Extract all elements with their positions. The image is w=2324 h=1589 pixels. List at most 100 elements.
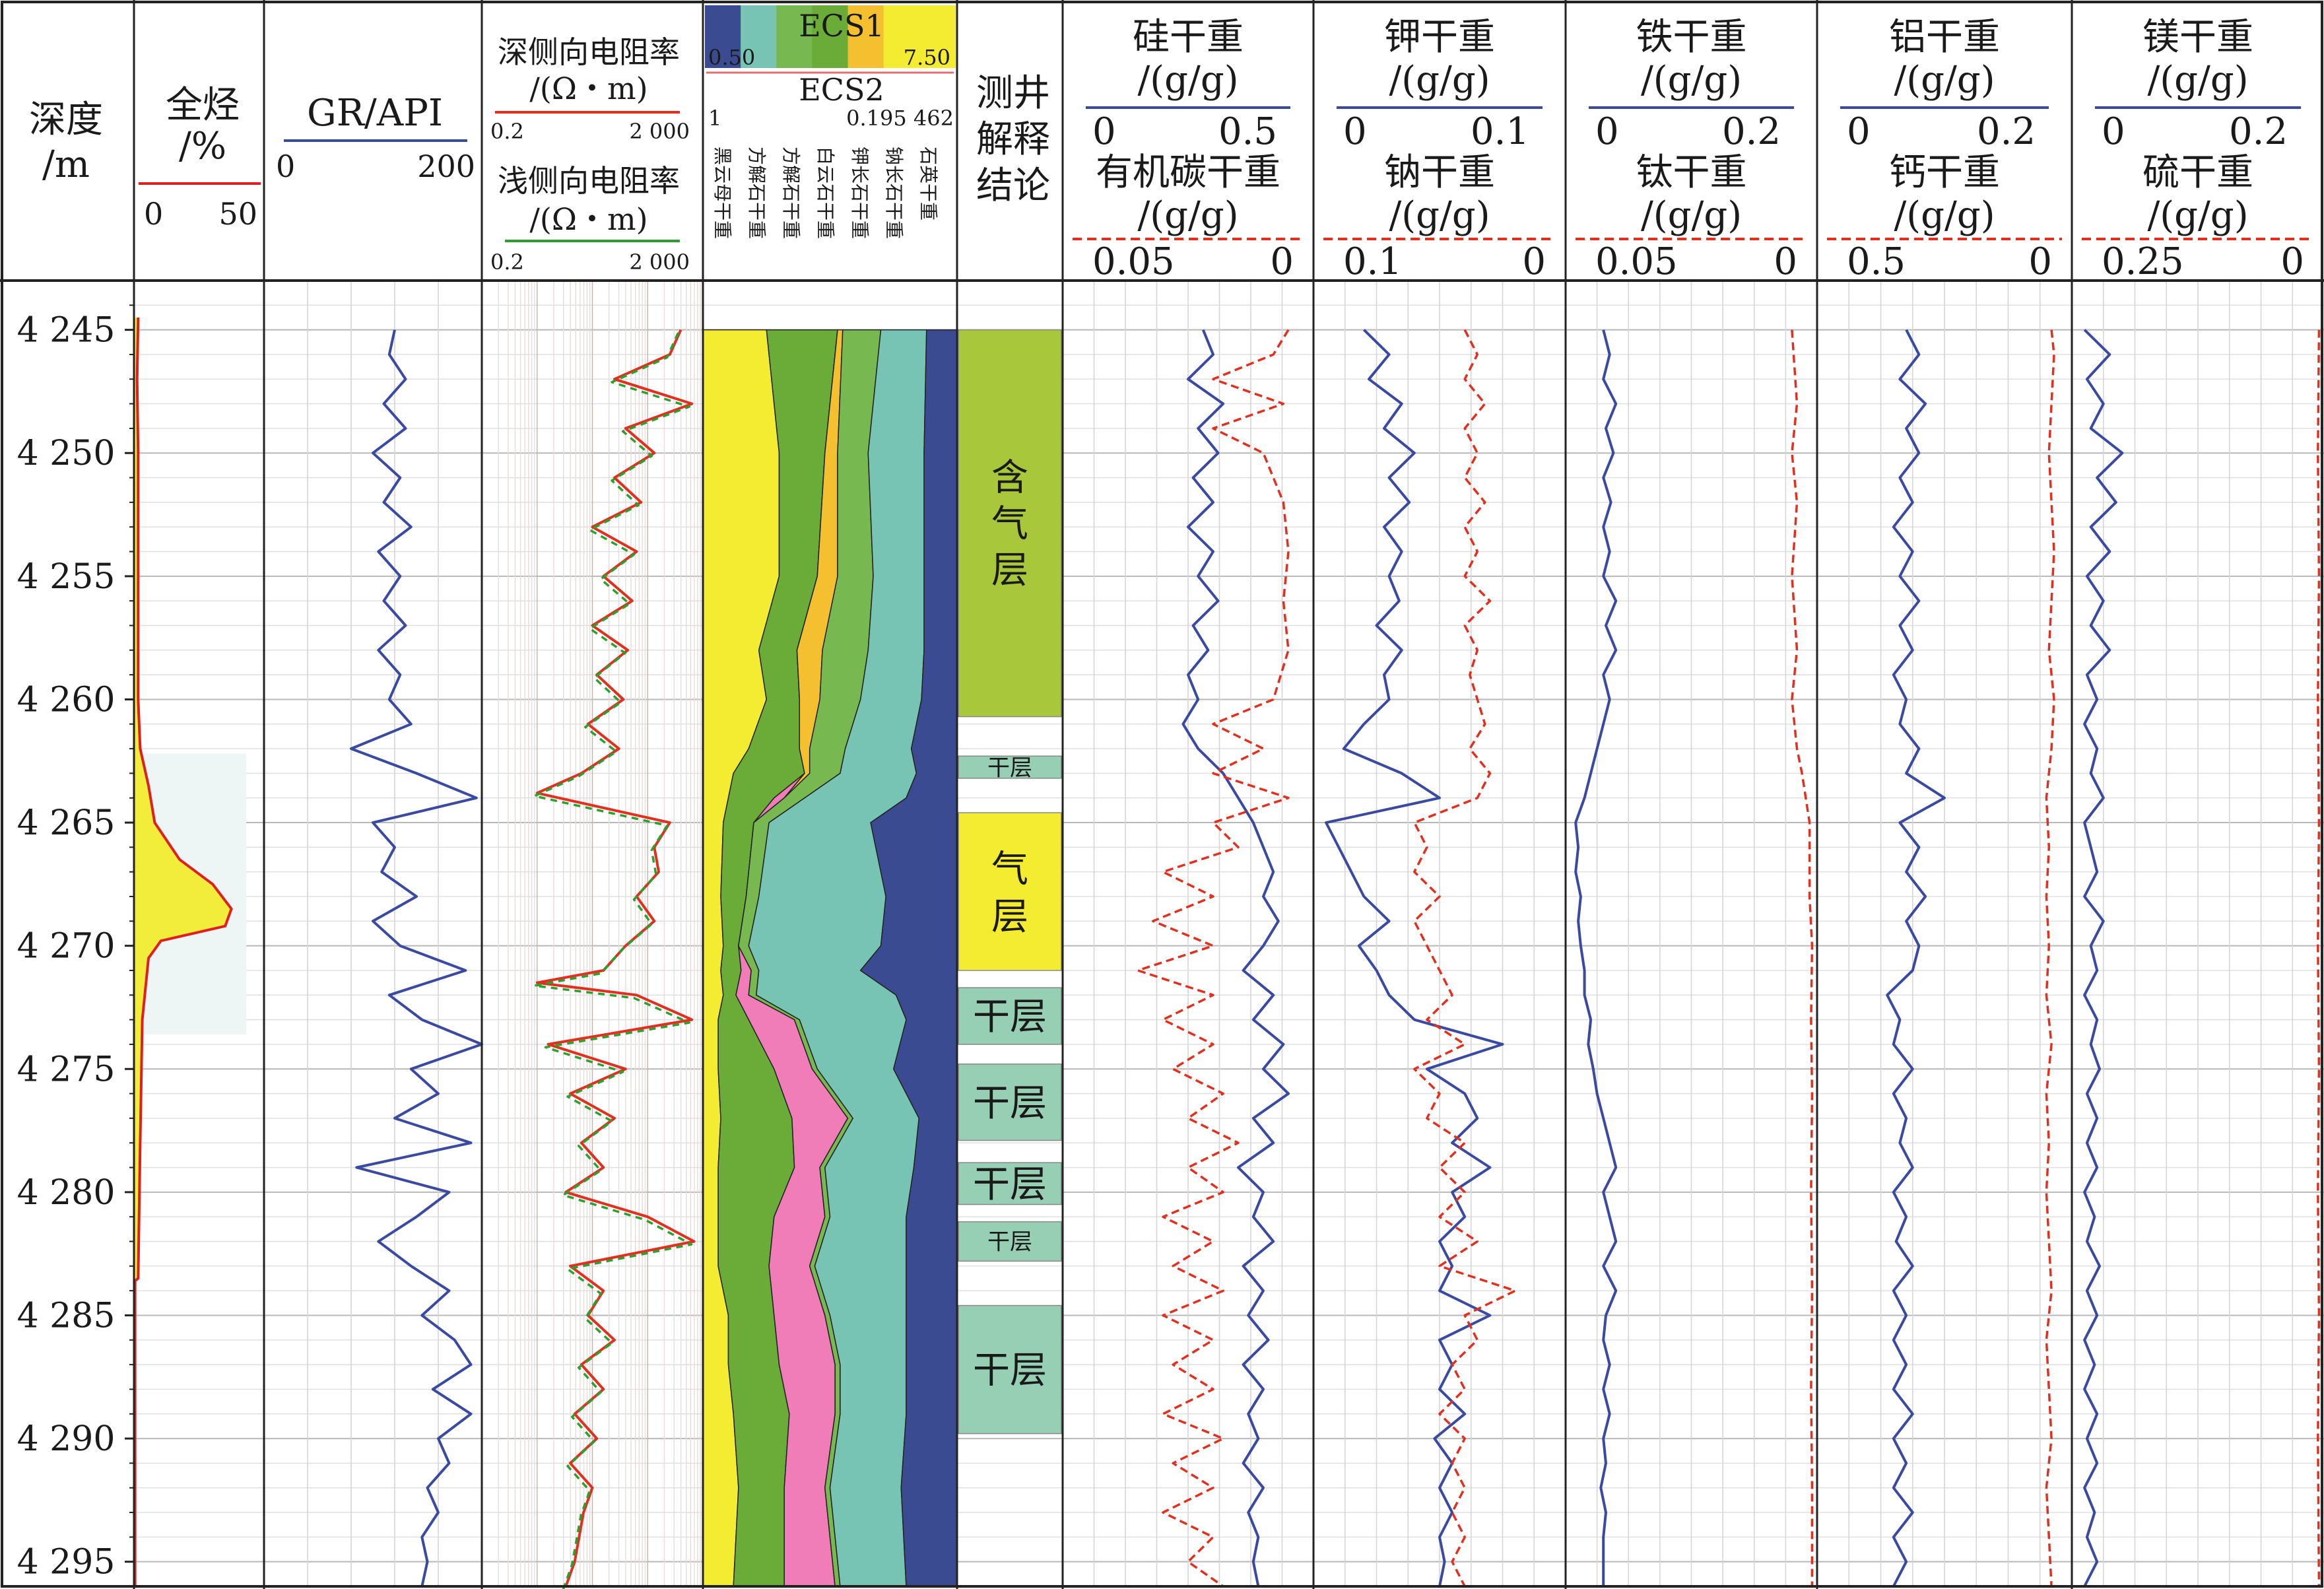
zone-label: 气 <box>991 503 1028 546</box>
depth-label: 4 275 <box>17 1050 116 1089</box>
ecs2-min: 1 <box>708 106 721 131</box>
element-red-scale-max: 0 <box>1774 240 1797 283</box>
gas-curve <box>133 317 233 1586</box>
element-header-text: /(g/g) <box>1894 194 1995 237</box>
ecs-mineral-label: 黑云母干重 <box>712 147 733 239</box>
element-header-text: 钾干重 <box>1384 16 1495 59</box>
element-red-curve <box>2317 329 2321 1587</box>
element-header-text: 钠干重 <box>1384 151 1495 194</box>
ecs1-title: ECS1 <box>799 8 884 44</box>
element-header-text: 硫干重 <box>2142 151 2253 194</box>
deep-res-unit: /(Ω・m) <box>529 71 647 106</box>
element-red-scale-max: 0 <box>2028 240 2052 283</box>
ecs2-title: ECS2 <box>799 72 884 108</box>
zone-label: 干层 <box>987 755 1032 781</box>
zone-label: 干层 <box>973 1349 1047 1392</box>
element-header-text: 硅干重 <box>1133 16 1244 59</box>
ecs1-max: 7.50 <box>904 45 950 70</box>
shallow-res-unit: /(Ω・m) <box>529 201 647 237</box>
element-blue-scale-max: 0.5 <box>1218 110 1277 153</box>
ecs1-color-swatch <box>919 5 956 68</box>
ecs1-color-swatch <box>883 5 920 68</box>
shallow-res-scale-min: 0.2 <box>490 250 524 275</box>
depth-label: 4 280 <box>17 1173 116 1213</box>
zone-label: 气 <box>991 848 1028 891</box>
element-blue-scale-min: 0 <box>1343 110 1367 153</box>
element-blue-curve <box>1886 329 1946 1587</box>
element-header-text: /(g/g) <box>1137 194 1238 237</box>
shallow-res-title: 浅侧向电阻率 <box>498 163 680 199</box>
interp-title-2: 解释 <box>976 118 1050 161</box>
element-red-scale-min: 0.05 <box>1595 240 1678 283</box>
ecs2-max: 0.195 462 <box>846 106 954 131</box>
element-header-text: /(g/g) <box>1641 194 1742 237</box>
depth-label: 4 285 <box>17 1296 116 1335</box>
element-red-scale-min: 0.5 <box>1847 240 1906 283</box>
ecs-mineral-label: 方解石干重 <box>780 147 802 239</box>
zone-label: 干层 <box>987 1229 1032 1256</box>
depth-label: 4 265 <box>17 803 116 843</box>
ecs1-color-swatch <box>812 5 849 68</box>
element-red-scale-max: 0 <box>1270 240 1294 283</box>
ecs-mineral-label: 石英干重 <box>917 147 939 220</box>
depth-label: 4 295 <box>17 1543 116 1582</box>
element-blue-scale-min: 0 <box>1595 110 1619 153</box>
shallow-resistivity-curve <box>533 332 693 1589</box>
gas-unit: /% <box>179 125 226 168</box>
ecs-mineral-label: 钾长石干重 <box>849 147 871 239</box>
element-header-text: /(g/g) <box>1641 59 1742 102</box>
element-header-text: 镁干重 <box>2142 16 2253 59</box>
gas-scale-max: 50 <box>218 196 257 232</box>
zone-label: 干层 <box>973 1163 1047 1206</box>
element-blue-scale-min: 0 <box>2102 110 2125 153</box>
element-header-text: /(g/g) <box>1137 59 1238 102</box>
element-blue-curve <box>1574 329 1618 1586</box>
element-red-scale-max: 0 <box>2280 240 2304 283</box>
ecs1-color-swatch <box>847 5 884 68</box>
interpretation-zone <box>958 755 1062 779</box>
element-header-text: /(g/g) <box>2147 194 2248 237</box>
element-header-text: 钙干重 <box>1889 151 2000 194</box>
element-header-text: 铁干重 <box>1636 16 1747 59</box>
element-red-scale-min: 0.25 <box>2102 240 2184 283</box>
element-blue-curve <box>2083 329 2124 1587</box>
ecs1-color-swatch <box>776 5 813 68</box>
ecs1-min: 0.50 <box>708 45 755 70</box>
zone-label: 干层 <box>973 996 1047 1038</box>
interpretation-zone <box>958 1162 1062 1205</box>
depth-label: 4 245 <box>17 311 116 351</box>
depth-label: 4 255 <box>17 557 116 597</box>
element-blue-curve <box>1325 329 1504 1587</box>
depth-label: 4 290 <box>17 1419 116 1459</box>
depth-unit: /m <box>42 143 90 186</box>
gr-title: GR/API <box>307 92 443 135</box>
deep-res-scale-min: 0.2 <box>490 119 524 144</box>
element-blue-scale-min: 0 <box>1847 110 1871 153</box>
element-blue-scale-min: 0 <box>1092 110 1116 153</box>
interp-title: 测井 <box>976 72 1050 115</box>
element-blue-scale-max: 0.1 <box>1471 110 1529 153</box>
ecs1-color-swatch <box>705 5 742 68</box>
element-header-text: /(g/g) <box>1389 59 1490 102</box>
gr-scale-max: 200 <box>417 149 475 184</box>
depth-label: 4 260 <box>17 680 116 720</box>
gr-curve <box>350 329 483 1587</box>
ecs-mineral-label: 钠长石干重 <box>883 147 905 239</box>
element-header-text: /(g/g) <box>1894 59 1995 102</box>
element-header-text: 铝干重 <box>1889 16 2000 59</box>
interp-title-3: 结论 <box>976 164 1050 207</box>
deep-res-title: 深侧向电阻率 <box>498 34 680 70</box>
element-red-scale-min: 0.05 <box>1092 240 1175 283</box>
element-header-text: /(g/g) <box>2147 59 2248 102</box>
element-red-curve <box>2045 329 2055 1587</box>
ecs1-color-swatch <box>741 5 778 68</box>
gas-title: 全烃 <box>166 84 240 127</box>
interpretation-zone <box>958 987 1062 1045</box>
zone-label: 层 <box>991 549 1028 592</box>
gr-scale-min: 0 <box>276 149 295 184</box>
ecs-mineral-label: 方解石干重 <box>746 147 768 239</box>
deep-res-scale-max: 2 000 <box>629 119 690 144</box>
depth-label: 4 250 <box>17 434 116 473</box>
